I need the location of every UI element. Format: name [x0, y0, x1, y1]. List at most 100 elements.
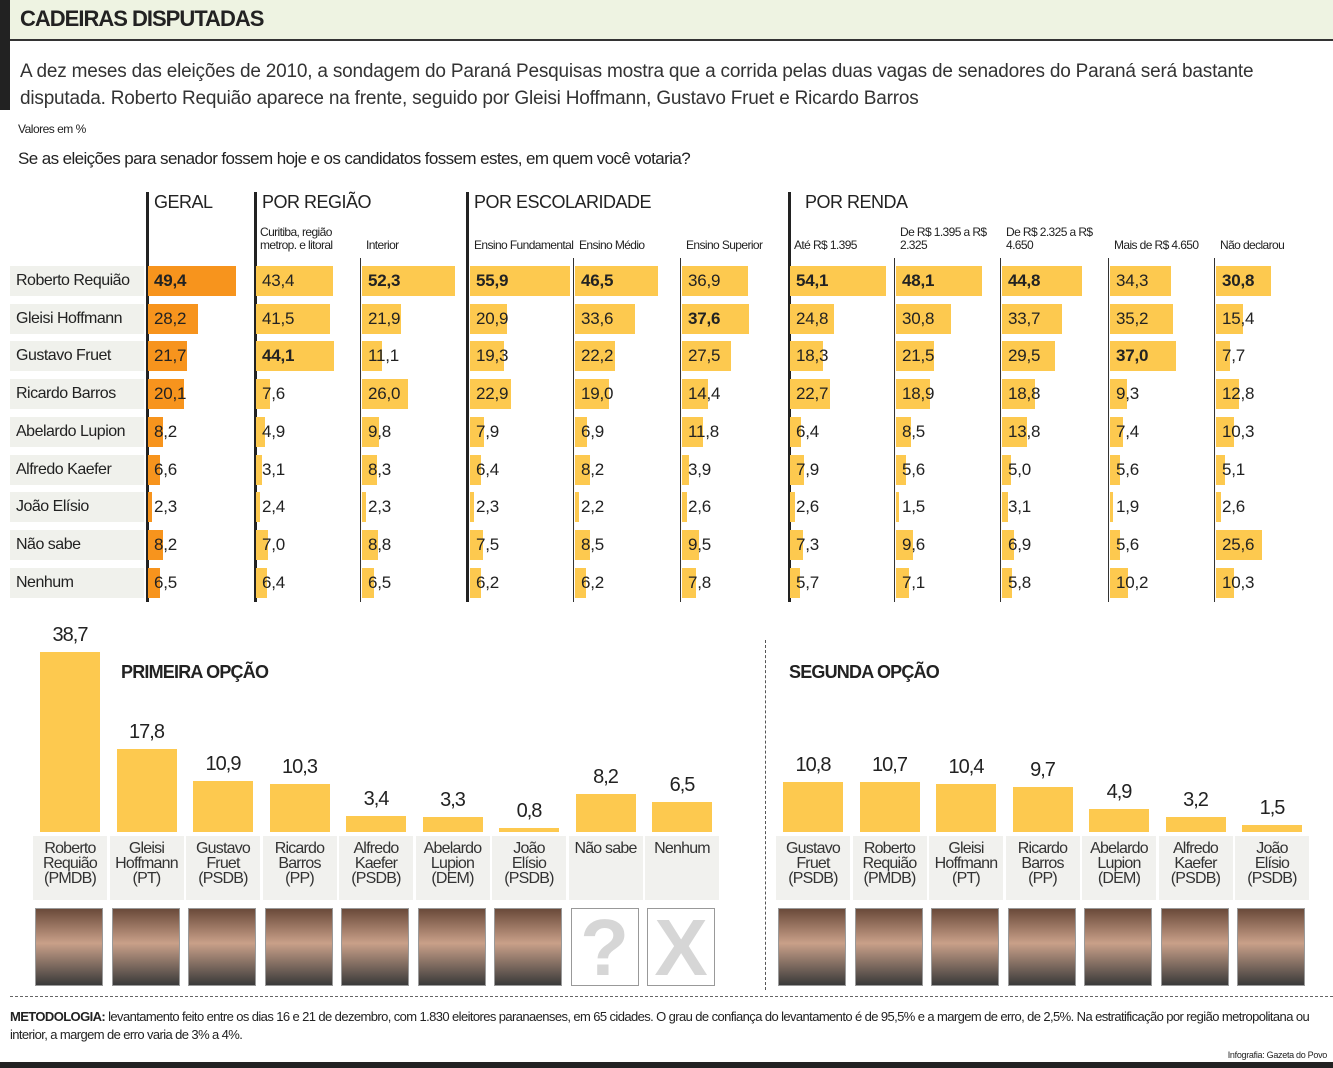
group-divider	[788, 192, 791, 602]
table-bar	[1002, 379, 1036, 410]
label-line: João	[1256, 840, 1288, 857]
bar-value: 6,5	[669, 773, 696, 796]
chart-title: PRIMEIRA OPÇÃO	[121, 662, 269, 682]
table-bar	[1002, 416, 1027, 447]
table-bar	[896, 529, 914, 560]
table-bar	[575, 529, 591, 560]
label-line: Requião	[862, 855, 917, 872]
row-label: Alfredo Kaefer	[10, 454, 144, 485]
bar	[193, 781, 253, 832]
table-bar	[470, 416, 485, 447]
label-line: Gleisi	[948, 840, 984, 857]
table-value: 5,6	[902, 459, 926, 479]
table-value: 18,9	[902, 384, 935, 404]
row-label: Não sabe	[10, 529, 144, 560]
table-bar	[682, 341, 731, 372]
label-line: Kaefer	[354, 855, 398, 872]
column-header: Não declarou	[1220, 238, 1285, 252]
table-value: 4,9	[262, 421, 286, 441]
table-value: 43,4	[262, 271, 295, 290]
table-value: 5,8	[1008, 572, 1032, 592]
table-bar	[148, 529, 163, 560]
table-bar	[362, 303, 401, 334]
table-value: 9,6	[902, 534, 926, 554]
column-header: Interior	[366, 238, 399, 252]
table-value: 2,6	[1222, 497, 1246, 517]
bar-value: 3,3	[440, 788, 466, 811]
table-bar	[256, 529, 269, 560]
table-value: 29,5	[1008, 346, 1041, 366]
table-bar	[575, 567, 587, 598]
column-header: De R$ 2.325 a R$ 4.650	[1006, 225, 1093, 252]
table-value: 7,1	[902, 572, 926, 592]
table-value: 28,2	[154, 308, 187, 328]
table-value: 18,8	[1008, 384, 1041, 404]
table-value: 3,1	[262, 459, 286, 479]
bar	[1165, 817, 1226, 832]
table-value: 6,4	[262, 572, 286, 592]
label-line: Barros	[1021, 855, 1064, 872]
table-value: 1,5	[902, 497, 926, 517]
column-divider	[1214, 258, 1215, 602]
table-bar	[682, 567, 696, 598]
row-label: Gustavo Fruet	[10, 341, 144, 372]
group-divider	[146, 192, 149, 602]
table-value: 7,9	[796, 459, 820, 479]
column-divider	[1108, 258, 1109, 602]
survey-question: Se as eleições para senador fossem hoje …	[18, 149, 691, 168]
bar-value: 8,2	[593, 765, 619, 788]
table-value: 6,5	[154, 572, 178, 592]
footer-bar	[0, 1062, 1333, 1068]
table-bar	[575, 454, 590, 485]
table-bar	[1002, 567, 1013, 598]
candidate-label: João Elísio (PSDB)	[1235, 836, 1309, 900]
label-line: Hoffmann	[934, 855, 998, 872]
label-line: (PSDB)	[788, 870, 838, 887]
group-divider	[254, 192, 257, 602]
table-value: 2,3	[368, 497, 392, 517]
table-bar	[1110, 454, 1120, 485]
table-value: 8,5	[902, 421, 926, 441]
bar	[652, 801, 712, 832]
bar	[1089, 809, 1149, 832]
table-value: 49,4	[154, 271, 187, 290]
table-bar	[1216, 303, 1244, 334]
table-value: 5,6	[1116, 534, 1140, 554]
table-bar	[256, 454, 262, 485]
table-bar	[790, 266, 887, 296]
table-value: 22,9	[476, 384, 509, 404]
table-bar	[896, 303, 951, 334]
bar	[859, 782, 920, 832]
table-bar	[1002, 341, 1055, 372]
table-bar	[682, 454, 689, 485]
candidate-label: Gleisi Hoffmann (PT)	[109, 836, 184, 900]
table-bar	[470, 492, 475, 523]
table-bar	[148, 379, 184, 410]
table-bar	[362, 454, 377, 485]
table-bar	[790, 529, 803, 560]
bar	[422, 816, 483, 832]
bar	[1012, 786, 1073, 832]
table-bar	[362, 529, 378, 560]
table-bar	[790, 567, 801, 598]
candidate-label: Abelardo Lupion (DEM)	[415, 836, 490, 900]
table-value: 30,8	[902, 308, 935, 328]
table-value: 2,6	[688, 497, 712, 517]
group-header: POR REGIÃO	[262, 192, 372, 212]
table-bar	[1002, 266, 1082, 296]
divider	[10, 996, 1333, 997]
label-line: Gustavo	[196, 840, 251, 857]
table-value: 24,8	[796, 308, 829, 328]
candidate-photo	[1237, 908, 1305, 986]
group-header: GERAL	[154, 192, 213, 212]
table-value: 22,7	[796, 384, 829, 404]
bar-value: 0,8	[516, 800, 543, 823]
table-bar	[896, 416, 912, 447]
table-bar	[682, 379, 708, 410]
table-value: 5,6	[1116, 459, 1140, 479]
table-bar	[575, 492, 579, 523]
label-line: Nenhum	[654, 840, 710, 857]
table-value: 46,5	[581, 271, 614, 290]
intro-text: A dez meses das eleições de 2010, a sond…	[20, 61, 1254, 109]
table-bar	[1216, 379, 1239, 410]
